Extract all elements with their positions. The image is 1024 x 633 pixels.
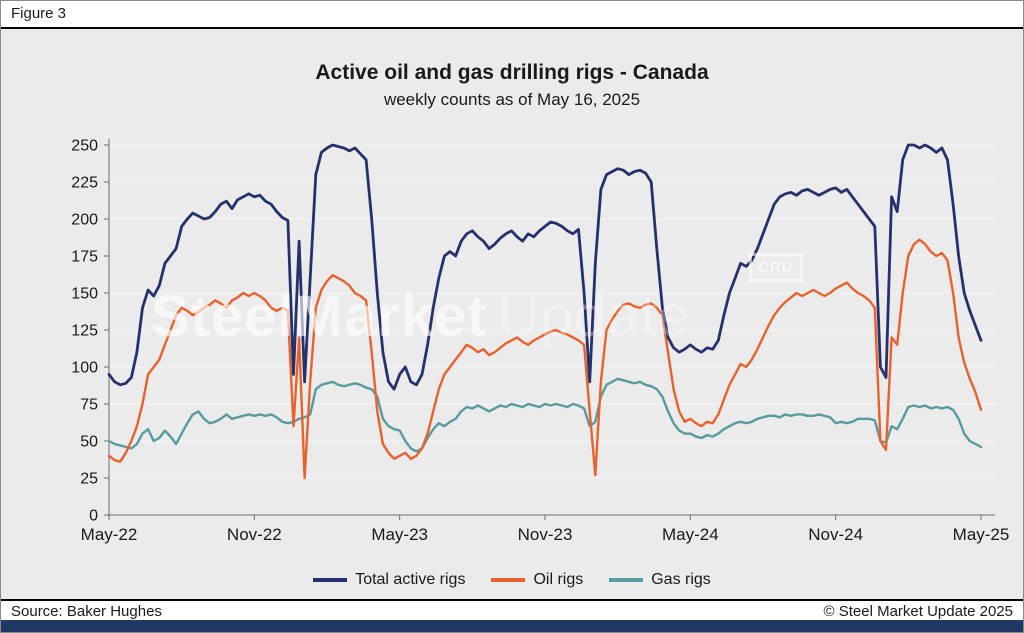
svg-text:May-22: May-22 [81, 525, 138, 544]
svg-text:50: 50 [80, 434, 98, 451]
legend-label-gas: Gas rigs [651, 571, 711, 588]
svg-text:May-24: May-24 [662, 525, 719, 544]
svg-text:Nov-22: Nov-22 [227, 525, 282, 544]
chart-plot: 0 25 50 75 100 125 150 175 200 225 250 May-22 Nov-22… [71, 138, 1010, 545]
legend-swatch-total-line [313, 578, 348, 582]
svg-text:200: 200 [71, 212, 98, 229]
legend-item-oil: Oil rigs [491, 571, 583, 589]
svg-text:125: 125 [71, 323, 98, 340]
chart-title: Active oil and gas drilling rigs - Canad… [315, 61, 709, 84]
svg-text:175: 175 [71, 249, 98, 266]
svg-text:75: 75 [80, 397, 98, 414]
legend-label-total: Total active rigs [355, 571, 466, 588]
svg-text:150: 150 [71, 286, 98, 303]
legend-item-total: Total active rigs [313, 571, 465, 589]
svg-text:Nov-24: Nov-24 [808, 525, 863, 544]
legend-swatch-gas-line [609, 578, 644, 582]
chart-subtitle: weekly counts as of May 16, 2025 [383, 90, 641, 109]
svg-text:May-23: May-23 [371, 525, 428, 544]
legend-item-gas: Gas rigs [609, 571, 711, 589]
figure-footer-strip: Source: Baker Hughes © Steel Market Upda… [1, 599, 1023, 622]
svg-text:0: 0 [89, 508, 98, 525]
copyright-text: © Steel Market Update 2025 [823, 603, 1014, 620]
source-text: Source: Baker Hughes [11, 603, 162, 620]
svg-text:225: 225 [71, 175, 98, 192]
figure-header-strip: Figure 3 [1, 1, 1023, 29]
svg-text:Nov-23: Nov-23 [518, 525, 573, 544]
legend-label-oil: Oil rigs [533, 571, 584, 588]
legend-swatch-oil-line [491, 578, 526, 582]
figure-label: Figure 3 [11, 5, 67, 22]
svg-text:May-25: May-25 [953, 525, 1010, 544]
footer-accent-bar [1, 620, 1023, 632]
svg-text:100: 100 [71, 360, 98, 377]
svg-text:250: 250 [71, 138, 98, 155]
svg-text:25: 25 [80, 471, 98, 488]
legend: Total active rigs Oil rigs Gas rigs [1, 567, 1023, 593]
